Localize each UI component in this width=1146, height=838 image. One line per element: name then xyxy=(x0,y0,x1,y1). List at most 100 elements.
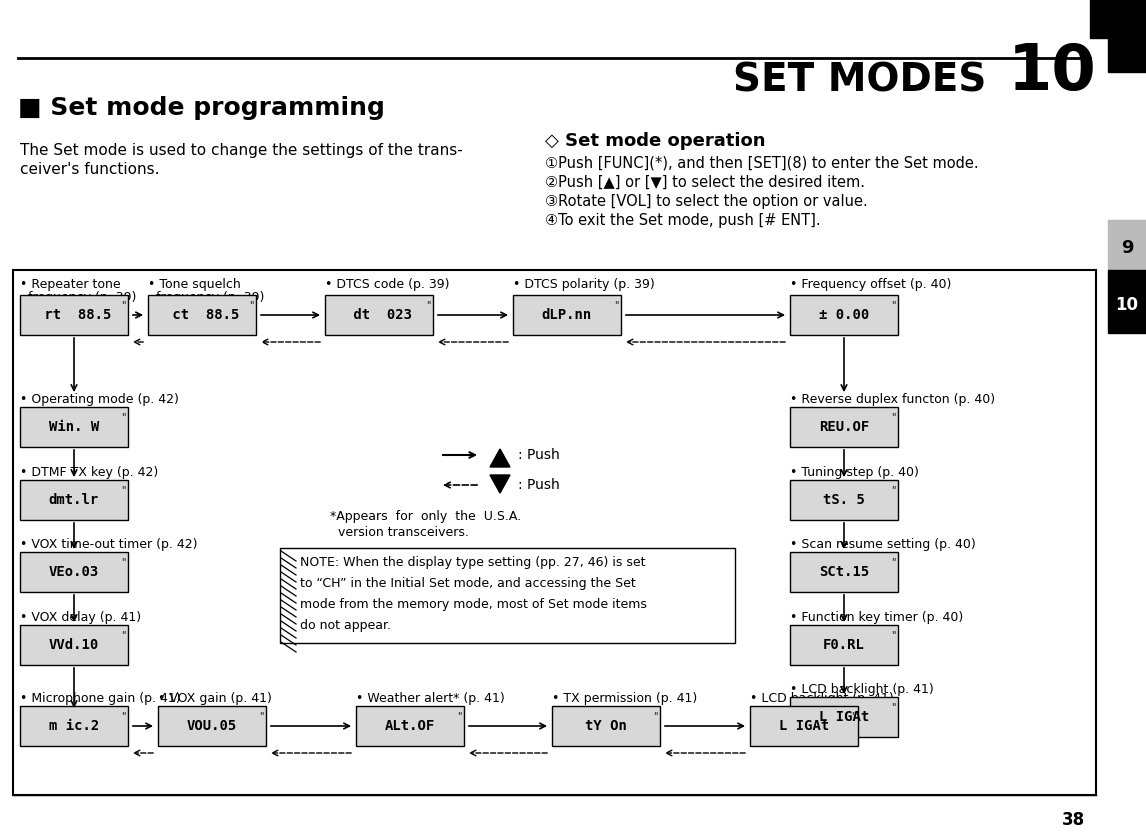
Text: ③Rotate [VOL] to select the option or value.: ③Rotate [VOL] to select the option or va… xyxy=(545,194,868,209)
Bar xyxy=(325,295,433,335)
Bar xyxy=(13,270,1096,795)
Text: frequency (p. 39): frequency (p. 39) xyxy=(19,291,136,304)
Bar xyxy=(1108,270,1146,333)
Text: ": " xyxy=(121,485,126,495)
Text: • LCD backlight (p. 41): • LCD backlight (p. 41) xyxy=(790,683,934,696)
Text: • VOX delay (p. 41): • VOX delay (p. 41) xyxy=(19,611,141,624)
Text: rt  88.5: rt 88.5 xyxy=(37,308,111,322)
Bar xyxy=(790,407,898,447)
Bar xyxy=(790,480,898,520)
Text: • LCD backlight (p. 41): • LCD backlight (p. 41) xyxy=(749,692,894,705)
Text: 10: 10 xyxy=(1007,41,1097,103)
Text: ": " xyxy=(426,300,431,310)
Text: ± 0.00: ± 0.00 xyxy=(819,308,869,322)
Text: ": " xyxy=(121,711,126,721)
Text: dt  023: dt 023 xyxy=(345,308,413,322)
Text: ct  88.5: ct 88.5 xyxy=(164,308,240,322)
Text: ①Push [FUNC](*), and then [SET](8) to enter the Set mode.: ①Push [FUNC](*), and then [SET](8) to en… xyxy=(545,156,979,171)
Text: ": " xyxy=(892,412,896,422)
Text: Win. W: Win. W xyxy=(49,420,99,434)
Polygon shape xyxy=(490,449,510,467)
Text: ": " xyxy=(121,300,126,310)
Text: VOU.05: VOU.05 xyxy=(187,719,237,733)
Bar xyxy=(280,548,735,643)
Text: ": " xyxy=(259,711,264,721)
Text: tS. 5: tS. 5 xyxy=(823,493,865,507)
Text: ": " xyxy=(892,702,896,712)
Bar xyxy=(1108,38,1146,72)
Text: VVd.10: VVd.10 xyxy=(49,638,99,652)
Bar xyxy=(19,706,128,746)
Text: • Reverse duplex functon (p. 40): • Reverse duplex functon (p. 40) xyxy=(790,393,995,406)
Bar xyxy=(790,697,898,737)
Text: ": " xyxy=(892,300,896,310)
Text: NOTE: When the display type setting (pp. 27, 46) is set: NOTE: When the display type setting (pp.… xyxy=(300,556,645,569)
Text: • Scan resume setting (p. 40): • Scan resume setting (p. 40) xyxy=(790,538,975,551)
Text: ": " xyxy=(250,300,254,310)
Text: L IGAt: L IGAt xyxy=(779,719,829,733)
Bar xyxy=(513,295,621,335)
Bar xyxy=(1108,220,1146,270)
Text: • VOX time-out timer (p. 42): • VOX time-out timer (p. 42) xyxy=(19,538,197,551)
Text: • DTMF TX key (p. 42): • DTMF TX key (p. 42) xyxy=(19,466,158,479)
Bar xyxy=(158,706,266,746)
Text: *Appears  for  only  the  U.S.A.: *Appears for only the U.S.A. xyxy=(330,510,521,523)
Text: ■ Set mode programming: ■ Set mode programming xyxy=(18,96,385,120)
Bar xyxy=(19,625,128,665)
Bar xyxy=(19,407,128,447)
Text: • VOX gain (p. 41): • VOX gain (p. 41) xyxy=(158,692,272,705)
Text: ": " xyxy=(121,557,126,567)
Text: ◇ Set mode operation: ◇ Set mode operation xyxy=(545,132,766,150)
Text: • Function key timer (p. 40): • Function key timer (p. 40) xyxy=(790,611,964,624)
Text: dLP.nn: dLP.nn xyxy=(542,308,592,322)
Bar xyxy=(356,706,464,746)
Text: to “CH” in the Initial Set mode, and accessing the Set: to “CH” in the Initial Set mode, and acc… xyxy=(300,577,636,590)
Text: m ic.2: m ic.2 xyxy=(49,719,99,733)
Text: ": " xyxy=(614,300,619,310)
Bar xyxy=(749,706,858,746)
Text: The Set mode is used to change the settings of the trans-: The Set mode is used to change the setti… xyxy=(19,143,463,158)
Text: ": " xyxy=(121,630,126,640)
Bar xyxy=(552,706,660,746)
Text: SET MODES: SET MODES xyxy=(733,61,987,99)
Text: version transceivers.: version transceivers. xyxy=(330,526,469,539)
Text: F0.RL: F0.RL xyxy=(823,638,865,652)
Text: ": " xyxy=(892,630,896,640)
Bar xyxy=(19,480,128,520)
Text: ": " xyxy=(121,412,126,422)
Text: • DTCS code (p. 39): • DTCS code (p. 39) xyxy=(325,278,449,291)
Bar xyxy=(790,625,898,665)
Bar xyxy=(1090,0,1146,38)
Polygon shape xyxy=(490,475,510,493)
Text: VEo.03: VEo.03 xyxy=(49,565,99,579)
Bar xyxy=(148,295,256,335)
Text: mode from the memory mode, most of Set mode items: mode from the memory mode, most of Set m… xyxy=(300,598,646,611)
Text: ": " xyxy=(457,711,462,721)
Text: ④To exit the Set mode, push [# ENT].: ④To exit the Set mode, push [# ENT]. xyxy=(545,213,821,228)
Text: • Repeater tone: • Repeater tone xyxy=(19,278,120,291)
Text: ②Push [▲] or [▼] to select the desired item.: ②Push [▲] or [▼] to select the desired i… xyxy=(545,175,865,190)
Bar xyxy=(790,295,898,335)
Text: L IGAt: L IGAt xyxy=(819,710,869,724)
Text: • Tone squelch: • Tone squelch xyxy=(148,278,241,291)
Text: dmt.lr: dmt.lr xyxy=(49,493,99,507)
Text: • Operating mode (p. 42): • Operating mode (p. 42) xyxy=(19,393,179,406)
Bar xyxy=(19,552,128,592)
Text: • Weather alert* (p. 41): • Weather alert* (p. 41) xyxy=(356,692,504,705)
Text: : Push: : Push xyxy=(518,478,559,492)
Text: 10: 10 xyxy=(1115,296,1138,314)
Text: ": " xyxy=(892,485,896,495)
Bar xyxy=(19,295,128,335)
Text: ALt.OF: ALt.OF xyxy=(385,719,435,733)
Text: • Frequency offset (p. 40): • Frequency offset (p. 40) xyxy=(790,278,951,291)
Text: ": " xyxy=(892,557,896,567)
Text: 38: 38 xyxy=(1062,811,1085,829)
Text: ": " xyxy=(851,711,856,721)
Text: • Microphone gain (p. 41): • Microphone gain (p. 41) xyxy=(19,692,181,705)
Text: do not appear.: do not appear. xyxy=(300,619,391,632)
Text: • Tuning step (p. 40): • Tuning step (p. 40) xyxy=(790,466,919,479)
Text: ": " xyxy=(653,711,658,721)
Text: SCt.15: SCt.15 xyxy=(819,565,869,579)
Bar xyxy=(790,552,898,592)
Text: REU.OF: REU.OF xyxy=(819,420,869,434)
